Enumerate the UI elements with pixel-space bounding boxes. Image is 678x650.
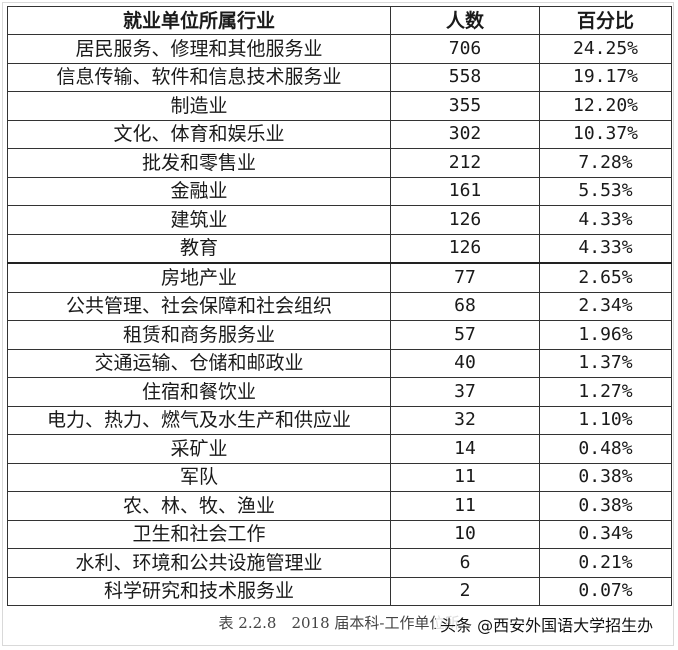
table-row: 科学研究和技术服务业 2 0.07%	[7, 576, 672, 606]
percent-cell: 1.27%	[539, 377, 672, 407]
industry-cell: 租赁和商务服务业	[7, 320, 391, 350]
table-row: 批发和零售业 212 7.28%	[7, 148, 672, 178]
count-cell: 558	[390, 62, 540, 92]
count-cell: 77	[390, 262, 540, 293]
industry-cell: 交通运输、仓储和邮政业	[7, 348, 391, 378]
industry-cell: 科学研究和技术服务业	[7, 576, 391, 606]
percent-cell: 0.38%	[539, 491, 672, 521]
header-industry: 就业单位所属行业	[7, 6, 391, 35]
count-cell: 11	[390, 462, 540, 492]
count-cell: 37	[390, 377, 540, 407]
percent-cell: 2.65%	[539, 262, 672, 293]
count-cell: 10	[390, 519, 540, 549]
percent-cell: 1.37%	[539, 348, 672, 378]
industry-cell: 农、林、牧、渔业	[7, 491, 391, 521]
table-row: 卫生和社会工作 10 0.34%	[7, 519, 672, 549]
table-caption: 表 2.2.8 2018 届本科-工作单位所	[218, 614, 460, 632]
table-row: 居民服务、修理和其他服务业 706 24.25%	[7, 34, 672, 64]
percent-cell: 4.33%	[539, 233, 672, 264]
percent-cell: 2.34%	[539, 291, 672, 321]
industry-cell: 制造业	[7, 91, 391, 121]
industry-cell: 房地产业	[7, 262, 391, 293]
percent-cell: 0.21%	[539, 548, 672, 578]
industry-cell: 居民服务、修理和其他服务业	[7, 34, 391, 64]
table-row: 教育 126 4.33%	[7, 233, 672, 264]
count-cell: 126	[390, 233, 540, 264]
table-row: 租赁和商务服务业 57 1.96%	[7, 320, 672, 350]
percent-cell: 4.33%	[539, 205, 672, 235]
table-row: 住宿和餐饮业 37 1.27%	[7, 377, 672, 407]
industry-cell: 建筑业	[7, 205, 391, 235]
table-row: 农、林、牧、渔业 11 0.38%	[7, 491, 672, 521]
header-count: 人数	[390, 6, 540, 35]
table-row: 文化、体育和娱乐业 302 10.37%	[7, 119, 672, 149]
table-header-row: 就业单位所属行业 人数 百分比	[7, 6, 672, 35]
percent-cell: 0.38%	[539, 462, 672, 492]
count-cell: 14	[390, 434, 540, 464]
industry-cell: 金融业	[7, 176, 391, 206]
percent-cell: 1.96%	[539, 320, 672, 350]
industry-cell: 电力、热力、燃气及水生产和供应业	[7, 405, 391, 435]
count-cell: 706	[390, 34, 540, 64]
percent-cell: 0.34%	[539, 519, 672, 549]
industry-cell: 采矿业	[7, 434, 391, 464]
table-row: 房地产业 77 2.65%	[7, 262, 672, 293]
count-cell: 302	[390, 119, 540, 149]
industry-cell: 信息传输、软件和信息技术服务业	[7, 62, 391, 92]
count-cell: 355	[390, 91, 540, 121]
table-row: 金融业 161 5.53%	[7, 176, 672, 206]
industry-cell: 军队	[7, 462, 391, 492]
percent-cell: 19.17%	[539, 62, 672, 92]
table-row: 制造业 355 12.20%	[7, 91, 672, 121]
industry-cell: 文化、体育和娱乐业	[7, 119, 391, 149]
industry-cell: 公共管理、社会保障和社会组织	[7, 291, 391, 321]
table-row: 建筑业 126 4.33%	[7, 205, 672, 235]
count-cell: 68	[390, 291, 540, 321]
industry-cell: 批发和零售业	[7, 148, 391, 178]
table-row: 水利、环境和公共设施管理业 6 0.21%	[7, 548, 672, 578]
table-row: 军队 11 0.38%	[7, 462, 672, 492]
count-cell: 212	[390, 148, 540, 178]
table-row: 信息传输、软件和信息技术服务业 558 19.17%	[7, 62, 672, 92]
industry-employment-table: 就业单位所属行业 人数 百分比 居民服务、修理和其他服务业 706 24.25% 信…	[7, 6, 672, 606]
count-cell: 126	[390, 205, 540, 235]
industry-cell: 住宿和餐饮业	[7, 377, 391, 407]
count-cell: 6	[390, 548, 540, 578]
percent-cell: 12.20%	[539, 91, 672, 121]
count-cell: 2	[390, 576, 540, 606]
count-cell: 57	[390, 320, 540, 350]
industry-cell: 水利、环境和公共设施管理业	[7, 548, 391, 578]
table-row: 公共管理、社会保障和社会组织 68 2.34%	[7, 291, 672, 321]
industry-cell: 卫生和社会工作	[7, 519, 391, 549]
industry-cell: 教育	[7, 233, 391, 264]
percent-cell: 0.07%	[539, 576, 672, 606]
count-cell: 161	[390, 176, 540, 206]
percent-cell: 10.37%	[539, 119, 672, 149]
count-cell: 40	[390, 348, 540, 378]
count-cell: 11	[390, 491, 540, 521]
count-cell: 32	[390, 405, 540, 435]
watermark: 头条 @西安外国语大学招生办	[436, 612, 658, 636]
percent-cell: 5.53%	[539, 176, 672, 206]
percent-cell: 24.25%	[539, 34, 672, 64]
percent-cell: 0.48%	[539, 434, 672, 464]
table-row: 电力、热力、燃气及水生产和供应业 32 1.10%	[7, 405, 672, 435]
percent-cell: 7.28%	[539, 148, 672, 178]
table-row: 采矿业 14 0.48%	[7, 434, 672, 464]
table-row: 交通运输、仓储和邮政业 40 1.37%	[7, 348, 672, 378]
header-percent: 百分比	[539, 6, 672, 35]
percent-cell: 1.10%	[539, 405, 672, 435]
